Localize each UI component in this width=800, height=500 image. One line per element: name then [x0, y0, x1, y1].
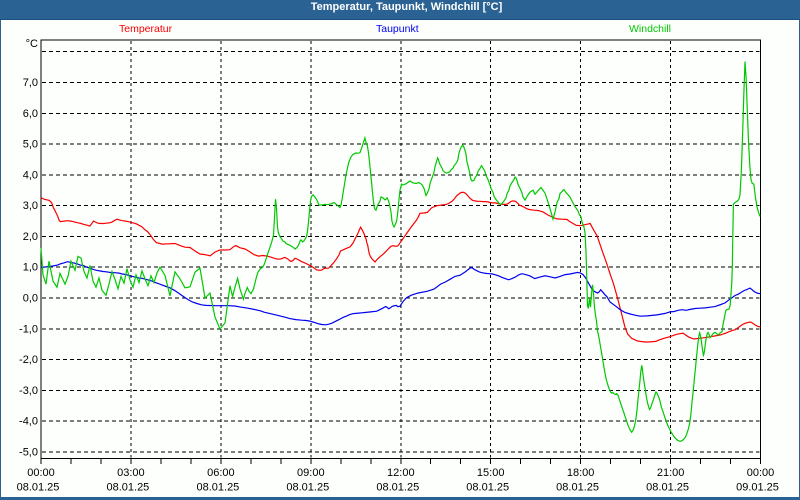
svg-text:°C: °C [26, 38, 38, 50]
svg-text:08.01.25: 08.01.25 [286, 482, 329, 494]
svg-text:21:00: 21:00 [657, 467, 685, 479]
svg-text:03:00: 03:00 [117, 467, 145, 479]
svg-text:4,0: 4,0 [23, 169, 38, 181]
svg-text:-5,0: -5,0 [19, 446, 38, 458]
svg-text:08.01.25: 08.01.25 [17, 482, 60, 494]
svg-text:15:00: 15:00 [477, 467, 505, 479]
svg-text:09.01.25: 09.01.25 [736, 482, 779, 494]
svg-text:-4,0: -4,0 [19, 416, 38, 428]
svg-text:08.01.25: 08.01.25 [556, 482, 599, 494]
svg-text:08.01.25: 08.01.25 [376, 482, 419, 494]
svg-text:1,0: 1,0 [23, 262, 38, 274]
svg-text:5,0: 5,0 [23, 139, 38, 151]
svg-text:18:00: 18:00 [567, 467, 595, 479]
svg-text:08.01.25: 08.01.25 [196, 482, 239, 494]
svg-text:6,0: 6,0 [23, 108, 38, 120]
svg-text:-2,0: -2,0 [19, 354, 38, 366]
svg-text:08.01.25: 08.01.25 [106, 482, 149, 494]
svg-text:7,0: 7,0 [23, 77, 38, 89]
svg-text:3,0: 3,0 [23, 200, 38, 212]
svg-text:09:00: 09:00 [297, 467, 325, 479]
svg-text:-3,0: -3,0 [19, 385, 38, 397]
svg-text:-1,0: -1,0 [19, 323, 38, 335]
svg-text:08.01.25: 08.01.25 [466, 482, 509, 494]
svg-text:12:00: 12:00 [387, 467, 415, 479]
svg-text:0,0: 0,0 [23, 293, 38, 305]
svg-text:00:00: 00:00 [27, 467, 55, 479]
svg-text:08.01.25: 08.01.25 [646, 482, 689, 494]
svg-text:06:00: 06:00 [207, 467, 235, 479]
svg-text:00:00: 00:00 [747, 467, 775, 479]
svg-text:2,0: 2,0 [23, 231, 38, 243]
